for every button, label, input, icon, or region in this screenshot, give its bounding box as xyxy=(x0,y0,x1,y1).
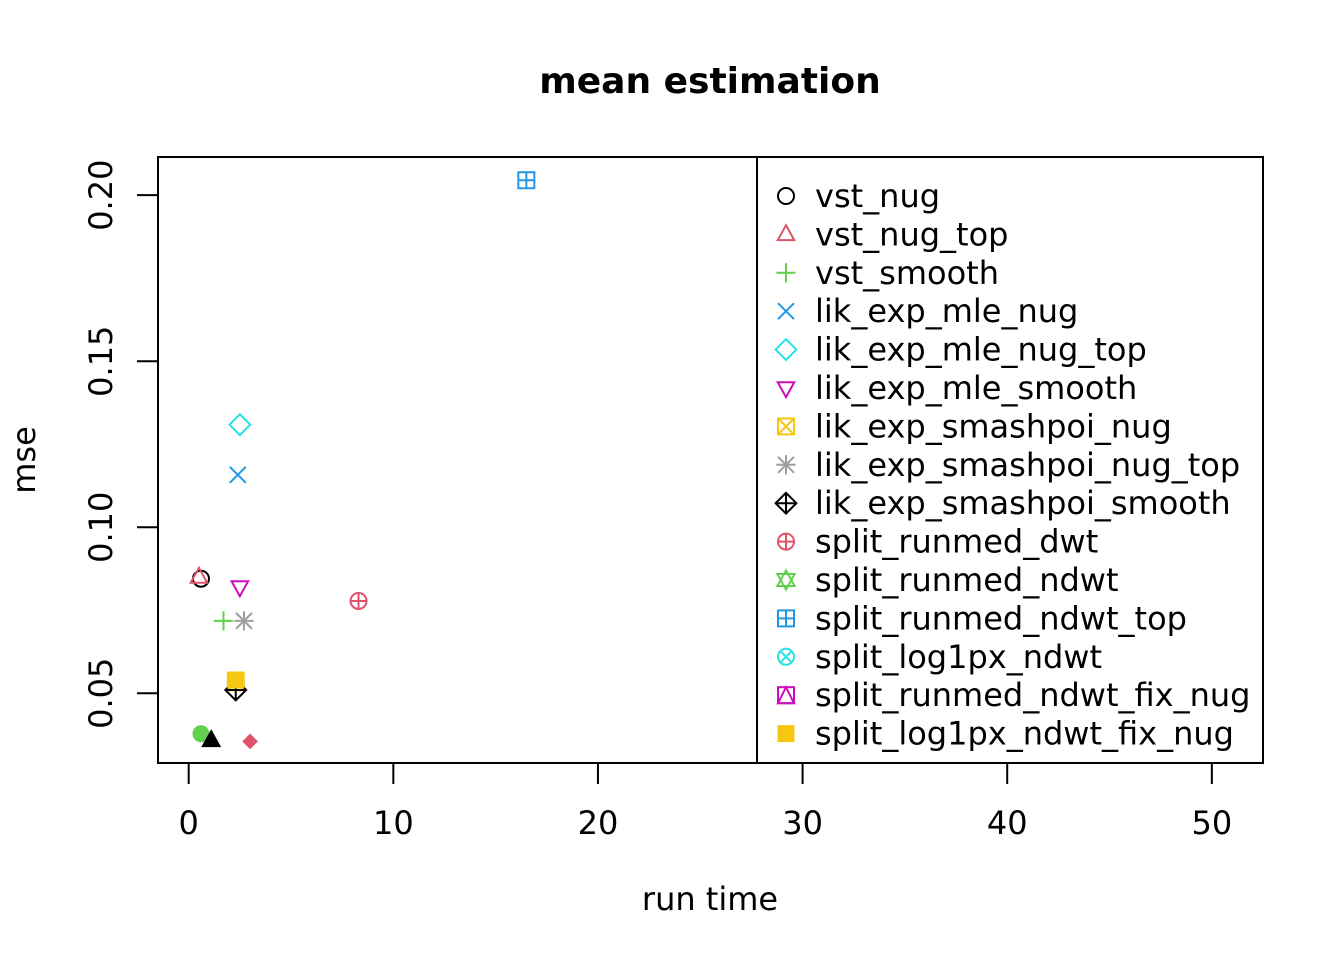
legend-symbol xyxy=(777,725,795,743)
legend-item: split_log1px_ndwt_fix_nug xyxy=(777,715,1234,753)
data-point xyxy=(234,611,254,631)
legend-symbol xyxy=(777,647,795,666)
legend-symbol xyxy=(776,223,796,242)
y-axis-label: mse xyxy=(5,426,43,494)
x-tick-label: 20 xyxy=(578,804,619,842)
legend-label: lik_exp_smashpoi_nug_top xyxy=(815,446,1240,484)
data-point xyxy=(227,671,245,689)
legend-label: split_log1px_ndwt_fix_nug xyxy=(815,715,1234,753)
legend-symbol xyxy=(776,455,796,475)
legend-symbol xyxy=(777,302,795,320)
y-tick-label: 0.15 xyxy=(82,326,120,397)
data-point xyxy=(188,565,209,584)
legend-box xyxy=(756,156,1264,764)
data-point xyxy=(229,580,250,599)
legend-item: vst_smooth xyxy=(776,254,999,292)
legend-item: split_runmed_dwt xyxy=(777,523,1098,561)
legend-item: lik_exp_mle_smooth xyxy=(776,369,1137,407)
legend-symbol xyxy=(776,263,796,283)
legend-symbol xyxy=(777,187,795,205)
legend-label: split_runmed_ndwt_fix_nug xyxy=(815,676,1250,714)
legend-symbol xyxy=(774,337,798,362)
data-point xyxy=(242,733,258,750)
legend-item: split_runmed_ndwt xyxy=(775,561,1119,599)
legend-label: vst_smooth xyxy=(815,254,999,292)
legend-label: split_runmed_dwt xyxy=(815,523,1098,561)
legend-label: vst_nug_top xyxy=(815,215,1008,253)
x-axis-label: run time xyxy=(642,880,778,918)
legend-label: vst_nug xyxy=(815,177,940,215)
legend-label: lik_exp_mle_smooth xyxy=(815,369,1137,407)
legend-item: lik_exp_smashpoi_nug xyxy=(777,407,1172,445)
y-tick-label: 0.20 xyxy=(82,160,120,231)
data-point xyxy=(229,466,247,484)
x-tick-label: 10 xyxy=(373,804,414,842)
legend-symbol xyxy=(776,381,796,400)
x-axis: 0 10 20 30 40 50 xyxy=(179,762,1232,842)
data-point xyxy=(201,729,222,748)
legend-item: split_runmed_ndwt_top xyxy=(777,599,1187,637)
legend-item: lik_exp_smashpoi_smooth xyxy=(774,484,1231,522)
legend-symbol xyxy=(774,491,798,516)
legend-symbol xyxy=(776,684,796,705)
legend-symbol xyxy=(777,609,795,628)
y-tick-label: 0.05 xyxy=(82,658,120,729)
x-tick-label: 30 xyxy=(782,804,823,842)
legend-symbol xyxy=(775,568,797,592)
legend-item: vst_nug xyxy=(777,177,940,215)
legend-symbol xyxy=(777,417,795,436)
legend-item: lik_exp_smashpoi_nug_top xyxy=(776,446,1240,484)
data-points xyxy=(188,171,536,750)
legend-item: vst_nug_top xyxy=(776,215,1008,253)
legend-label: lik_exp_smashpoi_nug xyxy=(815,407,1172,445)
x-tick-label: 50 xyxy=(1191,804,1232,842)
data-point xyxy=(349,591,368,610)
data-point xyxy=(228,412,252,437)
legend-label: split_runmed_ndwt_top xyxy=(815,599,1187,637)
legend-label: lik_exp_mle_nug_top xyxy=(815,331,1147,369)
y-axis: 0.05 0.10 0.15 0.20 xyxy=(82,160,159,729)
y-tick-label: 0.10 xyxy=(82,492,120,563)
x-tick-label: 40 xyxy=(987,804,1028,842)
legend: vst_nugvst_nug_topvst_smoothlik_exp_mle_… xyxy=(756,156,1264,764)
chart-title: mean estimation xyxy=(539,61,881,102)
legend-item: split_log1px_ndwt xyxy=(777,638,1102,676)
legend-item: lik_exp_mle_nug xyxy=(777,292,1078,330)
x-tick-label: 0 xyxy=(179,804,199,842)
legend-item: split_runmed_ndwt_fix_nug xyxy=(776,676,1250,714)
legend-label: lik_exp_mle_nug xyxy=(815,292,1078,330)
legend-label: lik_exp_smashpoi_smooth xyxy=(815,484,1231,522)
legend-label: split_runmed_ndwt xyxy=(815,561,1119,599)
legend-symbol xyxy=(777,532,795,551)
legend-label: split_log1px_ndwt xyxy=(815,638,1102,676)
data-point xyxy=(517,171,536,190)
legend-item: lik_exp_mle_nug_top xyxy=(774,331,1147,369)
data-point xyxy=(213,611,234,631)
